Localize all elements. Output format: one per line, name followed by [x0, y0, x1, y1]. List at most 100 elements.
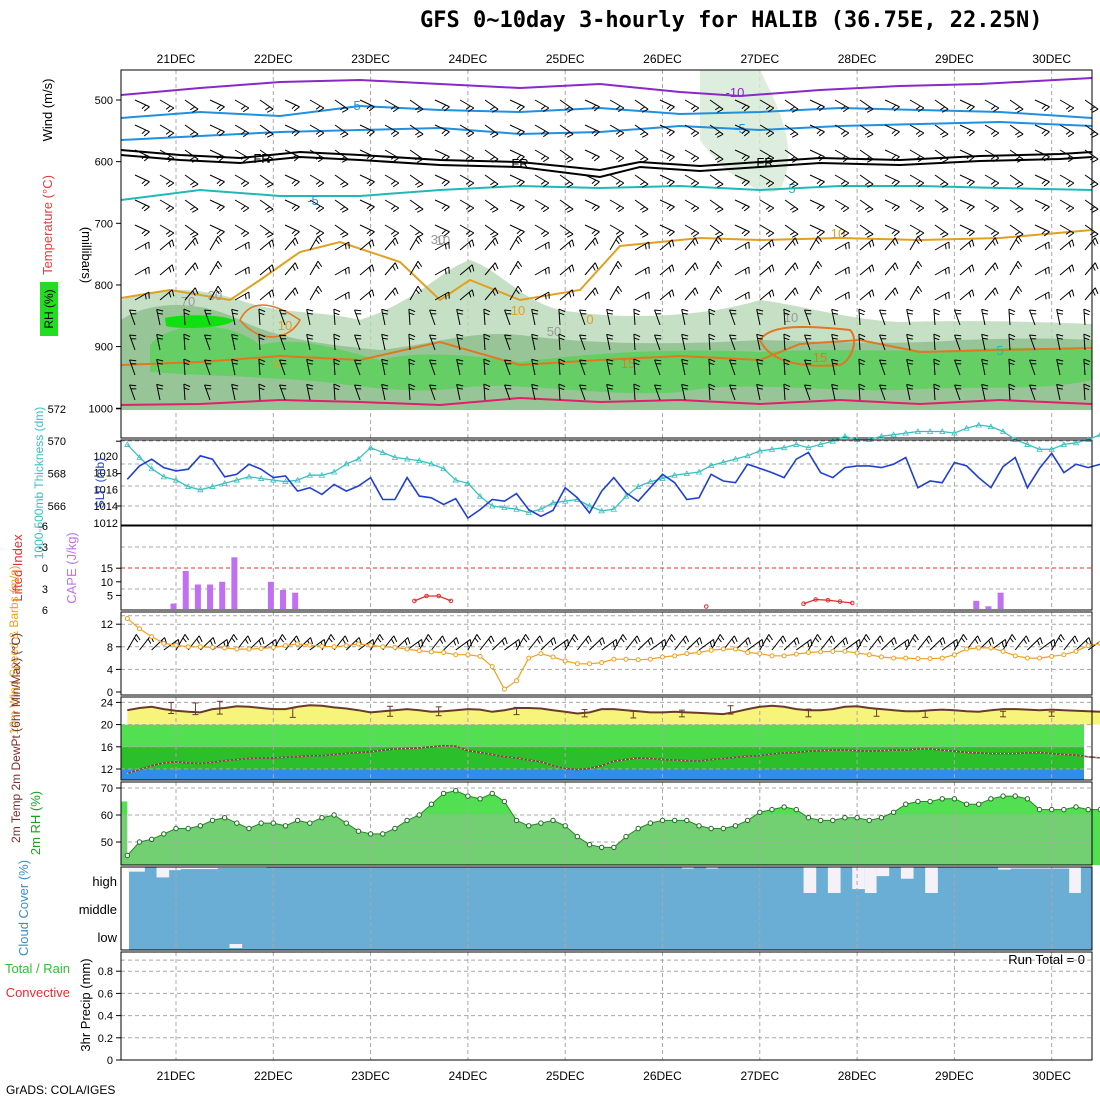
upper-wind-barb	[708, 308, 716, 326]
upper-wind-barb	[1034, 266, 1050, 276]
pressure-tick-label: 700	[95, 218, 113, 230]
thickness-point	[841, 433, 849, 439]
wind-speed-point	[343, 643, 349, 649]
upper-wind-barb	[809, 224, 825, 237]
upper-wind-barb	[258, 358, 266, 376]
upper-wind-barb	[633, 383, 641, 401]
upper-wind-barb	[606, 333, 614, 351]
upper-wind-barb	[1084, 174, 1099, 188]
thickness-point	[537, 505, 545, 512]
surface-wind-barb	[686, 637, 703, 651]
wind-speed-point	[878, 654, 884, 660]
upper-wind-barb	[609, 124, 625, 138]
wind-speed-point	[355, 641, 361, 647]
contour-label: FR	[511, 156, 528, 171]
upper-wind-barb	[306, 308, 314, 326]
cloud-gap-low	[229, 944, 243, 948]
wind-tick-label: 0	[107, 687, 113, 699]
upper-wind-barb	[1009, 285, 1023, 301]
upper-wind-barb	[1059, 99, 1075, 113]
rh-point	[501, 798, 508, 805]
wind-speed-point	[587, 661, 593, 667]
surface-wind-barb	[868, 635, 884, 651]
upper-wind-barb	[483, 308, 491, 326]
bottom-date-label: 25DEC	[546, 1069, 585, 1083]
wind-speed-point	[161, 640, 167, 646]
cloud-gap-high	[900, 867, 914, 879]
cloud-gap-high	[706, 867, 718, 869]
upper-wind-barb	[1029, 309, 1037, 326]
upper-wind-barb	[934, 241, 950, 251]
cloud-gap-high	[925, 867, 938, 893]
wind-speed-point	[209, 644, 215, 650]
top-date-label: 27DEC	[740, 52, 779, 66]
bottom-date-label: 28DEC	[838, 1069, 877, 1083]
wind-speed-point	[222, 645, 228, 651]
wind-speed-point	[818, 649, 824, 655]
upper-wind-barb	[1034, 149, 1050, 162]
upper-wind-barb	[884, 124, 900, 137]
rh-tick-label: 60	[101, 810, 113, 822]
upper-wind-barb	[259, 149, 274, 163]
upper-wind-barb	[204, 309, 212, 326]
surface-wind-barb	[1051, 634, 1065, 651]
thickness-point	[233, 476, 240, 483]
contour-minus5-lower	[120, 120, 1093, 141]
thickness-point	[878, 433, 885, 439]
upper-wind-barb	[633, 333, 641, 351]
surface-wind-barb	[674, 635, 690, 651]
upper-wind-barb	[879, 384, 887, 401]
upper-wind-barb	[434, 99, 450, 112]
upper-wind-barb	[459, 289, 475, 301]
upper-wind-barb	[1059, 199, 1075, 213]
upper-wind-barb	[504, 384, 512, 401]
lifted-tick-label: 0	[42, 563, 48, 575]
rh-point	[769, 806, 775, 813]
upper-wind-barb	[959, 199, 975, 212]
rh-point	[270, 820, 276, 826]
upper-wind-barb	[684, 99, 700, 113]
rh-point	[185, 825, 191, 832]
upper-wind-barb	[879, 359, 887, 376]
thickness-point	[452, 476, 459, 483]
rh-point	[367, 831, 374, 837]
thickness-point	[391, 454, 399, 460]
surface-wind-barb	[370, 634, 384, 651]
upper-wind-barb	[333, 333, 341, 351]
thickness-point	[1024, 441, 1031, 447]
wind-frame	[120, 611, 1093, 696]
upper-wind-barb	[484, 237, 499, 251]
upper-wind-barb	[534, 124, 550, 138]
upper-wind-barb	[384, 287, 399, 301]
surface-wind-barb	[1063, 635, 1079, 651]
upper-wind-barb	[729, 384, 737, 401]
upper-wind-barb	[934, 124, 949, 138]
upper-wind-barb	[483, 358, 491, 376]
thickness-point	[318, 471, 326, 478]
thickness-point	[732, 455, 739, 462]
rh-point	[355, 828, 362, 834]
temp-tick-label: 12	[101, 764, 113, 776]
rh-point	[915, 798, 921, 805]
surface-wind-barb	[199, 637, 216, 651]
wind-speed-point	[1049, 653, 1055, 659]
rh-point	[757, 809, 763, 815]
wind-speed-point	[951, 652, 957, 658]
upper-wind-barb	[384, 199, 400, 213]
temperature-axis-label: Temperature (°C)	[40, 175, 55, 275]
upper-wind-barb	[1056, 308, 1064, 326]
upper-wind-barb	[484, 124, 499, 138]
upper-wind-barb	[234, 174, 250, 188]
upper-wind-barb	[1009, 199, 1024, 213]
upper-wind-barb	[559, 264, 575, 276]
upper-wind-barb	[584, 99, 600, 112]
wind-speed-point	[830, 648, 836, 654]
thickness-point	[720, 458, 727, 465]
lifted-tick-label: -6	[38, 521, 48, 533]
upper-wind-barb	[333, 308, 341, 326]
upper-wind-barb	[184, 237, 199, 251]
upper-wind-barb	[859, 124, 874, 138]
thickness-point	[853, 436, 861, 442]
cloud-gap-high	[681, 867, 694, 869]
upper-wind-barb	[234, 266, 250, 276]
